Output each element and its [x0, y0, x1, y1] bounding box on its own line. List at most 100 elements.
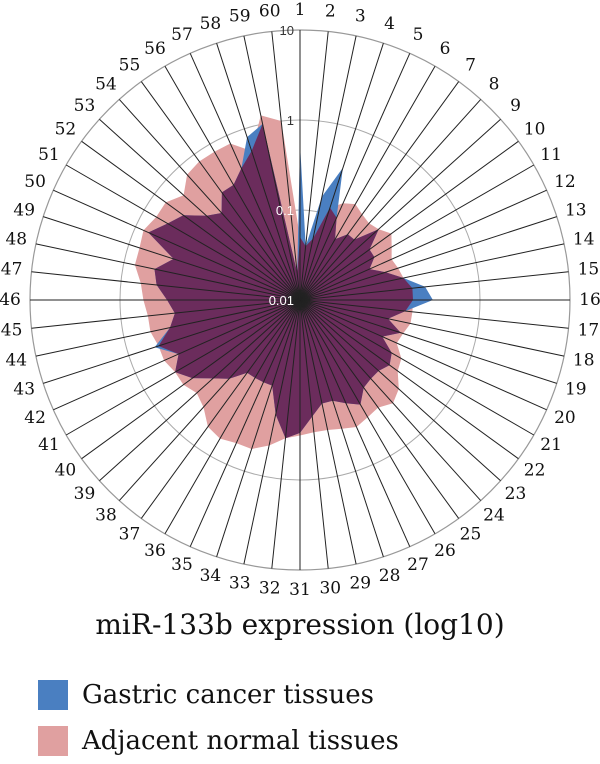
- category-label-31: 31: [289, 580, 311, 600]
- category-label-7: 7: [465, 55, 476, 75]
- category-label-4: 4: [384, 14, 395, 34]
- category-label-48: 48: [5, 230, 27, 250]
- category-label-14: 14: [573, 230, 595, 250]
- category-label-16: 16: [579, 290, 600, 310]
- series-overlap-area: [148, 123, 414, 439]
- category-label-5: 5: [413, 25, 424, 45]
- spoke-56: [164, 65, 301, 301]
- category-label-26: 26: [434, 541, 456, 561]
- category-label-43: 43: [13, 380, 35, 400]
- category-label-49: 49: [13, 200, 35, 220]
- category-label-2: 2: [325, 2, 336, 22]
- spoke-40: [81, 299, 301, 460]
- category-label-18: 18: [573, 350, 595, 370]
- spoke-59: [243, 35, 301, 301]
- category-label-9: 9: [510, 96, 521, 116]
- spoke-15: [299, 271, 569, 301]
- spoke-2: [299, 31, 329, 301]
- spoke-58: [216, 43, 301, 301]
- spoke-25: [299, 299, 460, 519]
- x-axis-label: miR-133b expression (log10): [95, 608, 505, 641]
- category-label-25: 25: [460, 525, 482, 545]
- spoke-22: [299, 299, 519, 460]
- rtick-label-1: 1: [287, 113, 294, 128]
- category-label-19: 19: [565, 380, 587, 400]
- category-label-32: 32: [259, 578, 281, 598]
- spoke-52: [81, 140, 301, 301]
- category-label-22: 22: [524, 461, 546, 481]
- spoke-26: [299, 299, 436, 535]
- spoke-48: [35, 243, 301, 301]
- category-label-47: 47: [1, 260, 23, 280]
- category-label-37: 37: [119, 525, 141, 545]
- category-label-24: 24: [483, 506, 505, 526]
- category-label-60: 60: [259, 2, 281, 22]
- legend-swatch-gastric-cancer: [38, 680, 68, 710]
- category-label-36: 36: [144, 541, 166, 561]
- category-label-29: 29: [349, 574, 371, 594]
- category-label-51: 51: [38, 145, 60, 165]
- spoke-18: [299, 299, 565, 357]
- spoke-14: [299, 243, 565, 301]
- spoke-6: [299, 65, 436, 301]
- category-label-23: 23: [505, 484, 527, 504]
- category-label-21: 21: [540, 435, 562, 455]
- category-label-20: 20: [554, 408, 576, 428]
- category-label-41: 41: [38, 435, 60, 455]
- category-label-6: 6: [440, 39, 451, 59]
- spoke-28: [299, 299, 384, 557]
- rtick-label-0.1: 0.1: [276, 203, 294, 218]
- spoke-39: [99, 299, 301, 482]
- category-label-34: 34: [200, 566, 222, 586]
- spoke-43: [43, 299, 301, 384]
- category-label-8: 8: [489, 75, 500, 95]
- spoke-42: [53, 299, 301, 411]
- spoke-33: [243, 299, 301, 565]
- spoke-24: [299, 299, 482, 501]
- spoke-20: [299, 299, 547, 411]
- legend-label-gastric-cancer: Gastric cancer tissues: [82, 680, 375, 710]
- category-label-50: 50: [24, 172, 46, 192]
- category-label-11: 11: [540, 145, 562, 165]
- spoke-9: [299, 118, 501, 301]
- category-label-13: 13: [565, 200, 587, 220]
- category-label-30: 30: [319, 578, 341, 598]
- spoke-37: [140, 299, 301, 519]
- spoke-57: [189, 53, 301, 301]
- spoke-23: [299, 299, 501, 482]
- category-label-12: 12: [554, 172, 576, 192]
- spoke-54: [118, 99, 301, 301]
- spoke-7: [299, 81, 460, 301]
- spoke-47: [31, 271, 301, 301]
- category-label-58: 58: [200, 14, 222, 34]
- spoke-55: [140, 81, 301, 301]
- category-label-56: 56: [144, 39, 166, 59]
- legend-swatch-adjacent-normal: [38, 726, 68, 756]
- spoke-32: [271, 299, 301, 569]
- spoke-4: [299, 43, 384, 301]
- spoke-13: [299, 216, 557, 301]
- spoke-51: [65, 164, 301, 301]
- legend-item-gastric-cancer: Gastric cancer tissues: [38, 672, 399, 718]
- spoke-17: [299, 299, 569, 329]
- category-label-59: 59: [229, 6, 251, 26]
- spoke-5: [299, 53, 411, 301]
- category-label-1: 1: [295, 0, 306, 20]
- category-label-53: 53: [74, 96, 96, 116]
- spoke-60: [271, 31, 301, 301]
- category-label-3: 3: [355, 6, 366, 26]
- spoke-38: [118, 299, 301, 501]
- spoke-44: [35, 299, 301, 357]
- spoke-3: [299, 35, 357, 301]
- spoke-11: [299, 164, 535, 301]
- legend: Gastric cancer tissues Adjacent normal t…: [38, 672, 399, 764]
- category-label-10: 10: [524, 120, 546, 140]
- spoke-50: [53, 189, 301, 301]
- category-label-46: 46: [0, 290, 21, 310]
- category-label-54: 54: [95, 75, 117, 95]
- category-label-15: 15: [578, 260, 600, 280]
- spoke-35: [189, 299, 301, 547]
- category-label-17: 17: [578, 320, 600, 340]
- rtick-label-0.01: 0.01: [269, 293, 294, 308]
- spoke-21: [299, 299, 535, 436]
